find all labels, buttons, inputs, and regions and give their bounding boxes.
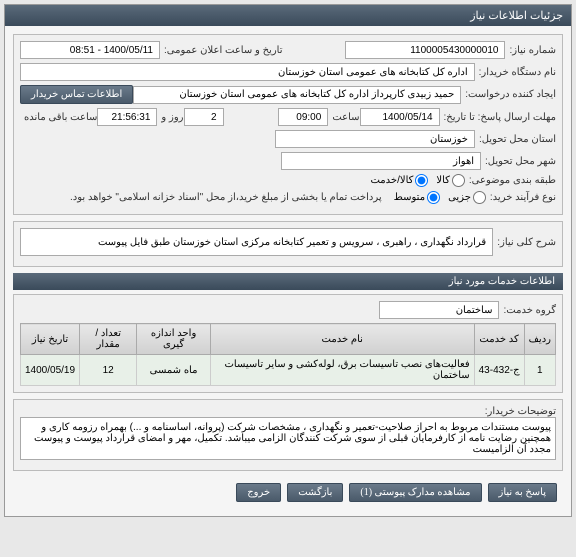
attachments-button[interactable]: مشاهده مدارک پیوستی (1) [349, 483, 481, 502]
cell-name: فعالیت‌های نصب تاسیسات برق، لوله‌کشی و س… [210, 355, 474, 386]
deadline-time-value: 09:00 [278, 108, 328, 126]
cell-unit: ماه شمسی [137, 355, 211, 386]
subject-type-label: طبقه بندی موضوعی: [469, 175, 556, 186]
group-value: ساختمان [379, 301, 499, 319]
radio-motavaset-label: متوسط [394, 192, 425, 203]
deadline-label: مهلت ارسال پاسخ: تا تاریخ: [444, 112, 556, 123]
requester-value: حمید زبیدی کارپرداز اداره کل کتابخانه ها… [133, 86, 461, 104]
desc-fieldset: شرح کلی نیاز: قرارداد نگهداری ، راهبری ،… [13, 221, 563, 267]
buyer-label: نام دستگاه خریدار: [479, 67, 556, 78]
desc-text: قرارداد نگهداری ، راهبری ، سرویس و تعمیر… [20, 228, 493, 256]
col-code: کد خدمت [474, 324, 524, 355]
process-type-label: نوع فرآیند خرید: [490, 192, 556, 203]
info-fieldset: شماره نیاز: 1100005430000010 تاریخ و ساع… [13, 34, 563, 215]
remain-time-value: 21:56:31 [97, 108, 157, 126]
col-date: تاریخ نیاز [21, 324, 80, 355]
cell-date: 1400/05/19 [21, 355, 80, 386]
radio-khadamat[interactable]: کالا/خدمت [370, 174, 428, 187]
reply-button[interactable]: پاسخ به نیاز [488, 483, 558, 502]
city-label: شهر محل تحویل: [485, 156, 556, 167]
main-panel: جزئیات اطلاعات نیاز شماره نیاز: 11000054… [4, 4, 572, 517]
buyer-notes-fieldset: توضیحات خریدار: پیوست مستندات مربوط به ا… [13, 399, 563, 471]
subject-type-radios: کالا کالا/خدمت [370, 174, 464, 187]
cell-row: 1 [524, 355, 555, 386]
deadline-time-label: ساعت [332, 112, 359, 123]
table-header-row: ردیف کد خدمت نام خدمت واحد اندازه گیری ت… [21, 324, 556, 355]
remain-days-label: روز و [161, 112, 183, 123]
radio-kala[interactable]: کالا [436, 174, 465, 187]
footer-buttons: پاسخ به نیاز مشاهده مدارک پیوستی (1) باز… [13, 477, 563, 508]
remain-label: ساعت باقی مانده [24, 112, 97, 123]
col-unit: واحد اندازه گیری [137, 324, 211, 355]
buyer-notes-label: توضیحات خریدار: [485, 406, 556, 417]
deadline-date-value: 1400/05/14 [360, 108, 440, 126]
city-value: اهواز [281, 152, 481, 170]
remain-days-value: 2 [184, 108, 224, 126]
services-table: ردیف کد خدمت نام خدمت واحد اندازه گیری ت… [20, 323, 556, 386]
radio-jozi-label: جزیی [448, 192, 471, 203]
buyer-value: اداره کل کتابخانه های عمومی استان خوزستا… [20, 63, 475, 81]
contact-buyer-button[interactable]: اطلاعات تماس خریدار [20, 85, 133, 104]
requester-label: ایجاد کننده درخواست: [465, 89, 556, 100]
buyer-notes-text: پیوست مستندات مربوط به احراز صلاحیت-تعمی… [20, 417, 556, 460]
process-note: پرداخت تمام یا بخشی از مبلغ خرید،از محل … [70, 192, 382, 203]
radio-motavaset-input[interactable] [427, 191, 440, 204]
radio-jozi-input[interactable] [473, 191, 486, 204]
announce-date-value: 1400/05/11 - 08:51 [20, 41, 160, 59]
group-label: گروه خدمت: [503, 305, 556, 316]
services-fieldset: گروه خدمت: ساختمان ردیف کد خدمت نام خدمت… [13, 294, 563, 393]
services-title: اطلاعات خدمات مورد نیاز [13, 273, 563, 290]
province-value: خوزستان [275, 130, 475, 148]
radio-jozi[interactable]: جزیی [448, 191, 486, 204]
need-no-value: 1100005430000010 [345, 41, 505, 59]
table-row: 1 ج-432-43 فعالیت‌های نصب تاسیسات برق، ل… [21, 355, 556, 386]
radio-kala-label: کالا [436, 175, 450, 186]
radio-khadamat-label: کالا/خدمت [370, 175, 413, 186]
need-no-label: شماره نیاز: [509, 45, 556, 56]
panel-title: جزئیات اطلاعات نیاز [5, 5, 571, 26]
panel-body: شماره نیاز: 1100005430000010 تاریخ و ساع… [5, 26, 571, 516]
exit-button[interactable]: خروج [236, 483, 281, 502]
col-name: نام خدمت [210, 324, 474, 355]
desc-label: شرح کلی نیاز: [497, 237, 556, 248]
radio-kala-input[interactable] [452, 174, 465, 187]
col-qty: تعداد / مقدار [80, 324, 137, 355]
cell-qty: 12 [80, 355, 137, 386]
radio-khadamat-input[interactable] [415, 174, 428, 187]
province-label: استان محل تحویل: [479, 134, 556, 145]
radio-motavaset[interactable]: متوسط [394, 191, 440, 204]
col-row: ردیف [524, 324, 555, 355]
back-button[interactable]: بازگشت [287, 483, 343, 502]
process-type-radios: جزیی متوسط [394, 191, 486, 204]
cell-code: ج-432-43 [474, 355, 524, 386]
announce-date-label: تاریخ و ساعت اعلان عمومی: [164, 45, 283, 56]
